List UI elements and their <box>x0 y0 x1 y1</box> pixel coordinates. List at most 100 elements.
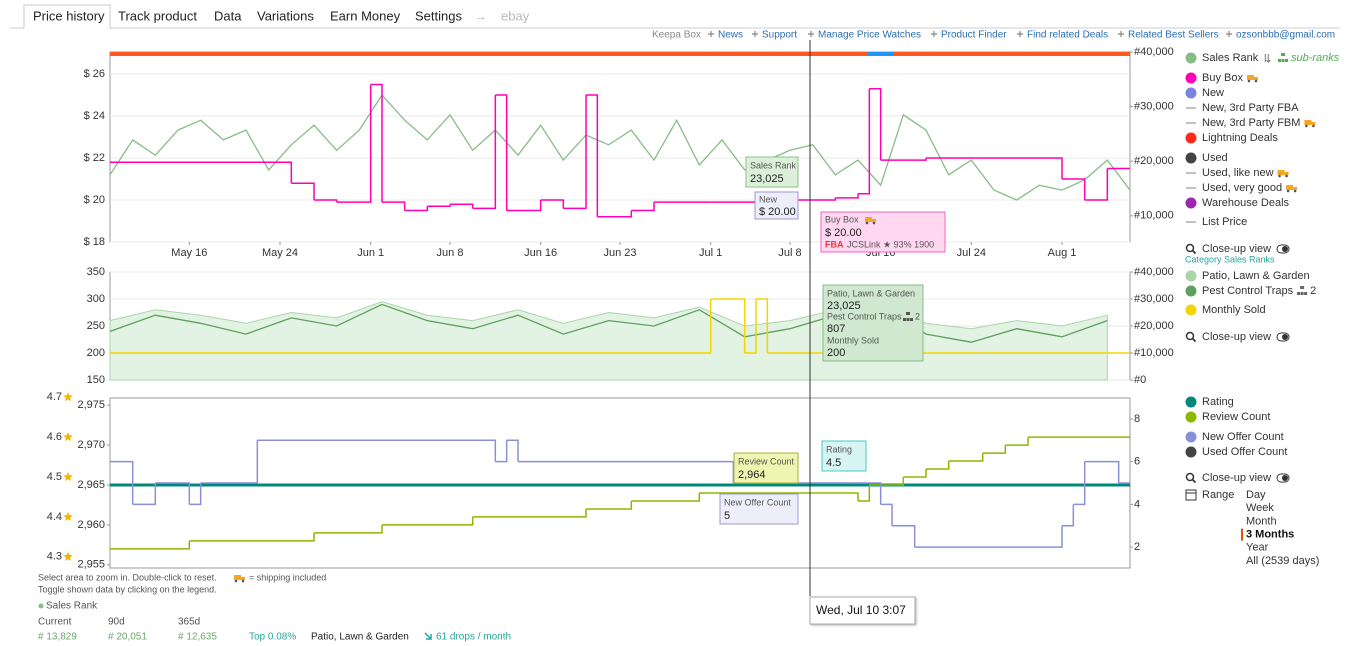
y-tick-label: 250 <box>87 320 105 332</box>
tooltip-box <box>719 493 799 525</box>
tab[interactable]: Settings <box>415 8 462 23</box>
link[interactable]: Support <box>762 30 797 41</box>
range-option[interactable]: Month <box>1246 515 1277 527</box>
rating-tick-label: 4.7 <box>47 391 62 403</box>
step-segment <box>744 299 757 354</box>
step-segment <box>110 161 293 184</box>
truck-icon <box>1253 77 1258 80</box>
y2-tick-label: #30,000 <box>1134 293 1174 305</box>
tab[interactable]: Track product <box>118 8 197 23</box>
range-label: Range <box>1202 489 1234 501</box>
legend-item[interactable]: New, 3rd Party FBA <box>1202 102 1299 114</box>
tooltip-text: New Offer Count <box>724 497 791 507</box>
y-tick-label: 200 <box>87 347 105 359</box>
y2-tick-label: 4 <box>1134 498 1140 510</box>
step-segment <box>1062 504 1075 527</box>
legend-item[interactable]: Rating <box>1202 396 1234 408</box>
link[interactable]: Keepa Box <box>652 30 701 41</box>
legend-marker <box>1185 304 1197 316</box>
star-icon <box>63 432 73 442</box>
legend-item[interactable]: New Offer Count <box>1202 431 1284 443</box>
legend-item[interactable]: Pest Control Traps <box>1202 285 1294 297</box>
x-tick-label: Jul 8 <box>778 247 801 259</box>
truck-icon <box>241 579 245 583</box>
legend-item[interactable]: Sales Rank <box>1202 52 1259 64</box>
legend-item[interactable]: Patio, Lawn & Garden <box>1202 270 1310 282</box>
stats-value: # 12,635 <box>178 632 217 643</box>
truck-icon <box>1246 75 1254 80</box>
legend-marker <box>1185 285 1197 297</box>
legend-item[interactable]: Monthly Sold <box>1202 304 1266 316</box>
legend-item[interactable]: List Price <box>1202 216 1247 228</box>
link[interactable]: ozsonbbb@gmail.com <box>1236 30 1335 41</box>
truck-icon <box>1284 172 1289 175</box>
legend-item[interactable]: New <box>1202 87 1224 99</box>
availability-bar <box>868 52 893 56</box>
plot-area <box>109 51 1131 243</box>
tab[interactable]: Price history <box>33 8 105 23</box>
hierarchy-icon <box>1300 286 1305 289</box>
legend-header: Category Sales Ranks <box>1185 254 1275 264</box>
range-option[interactable]: Day <box>1246 489 1266 501</box>
link[interactable]: Product Finder <box>941 30 1007 41</box>
range-option[interactable]: Year <box>1246 542 1269 554</box>
tab[interactable]: Earn Money <box>330 8 401 23</box>
range-option[interactable]: Week <box>1246 502 1274 514</box>
tab[interactable]: Variations <box>257 8 314 23</box>
legend-item[interactable]: Lightning Deals <box>1202 132 1278 144</box>
step-segment <box>189 483 202 506</box>
tooltip-text: 5 <box>724 510 730 522</box>
tooltip-text: Patio, Lawn & Garden <box>827 288 915 298</box>
legend-item[interactable]: Used Offer Count <box>1202 446 1287 458</box>
truck-icon <box>1254 79 1258 83</box>
legend-item[interactable]: Used, very good <box>1202 182 1282 194</box>
truck-icon <box>872 219 876 222</box>
link[interactable]: News <box>718 30 743 41</box>
toggle-knob <box>1282 246 1288 252</box>
closeup-label: Close-up view <box>1202 243 1271 255</box>
link-separator <box>752 31 758 37</box>
link[interactable]: Related Best Sellers <box>1128 30 1219 41</box>
magnifier-icon <box>1185 331 1195 341</box>
hierarchy-icon <box>1300 292 1304 295</box>
step-segment <box>1084 168 1109 201</box>
legend-item[interactable]: New, 3rd Party FBM <box>1202 117 1300 129</box>
step-segment <box>110 540 191 550</box>
line <box>109 298 1108 343</box>
step-segment <box>540 199 565 209</box>
step-segment <box>1062 178 1086 201</box>
range-option[interactable]: All (2539 days) <box>1246 555 1319 567</box>
rating-tick-label: 4.6 <box>47 431 62 443</box>
subranks-link[interactable]: sub-ranks <box>1291 52 1340 64</box>
legend-item[interactable]: Review Count <box>1202 411 1270 423</box>
legend-item[interactable]: Buy Box <box>1202 72 1243 84</box>
truck-icon <box>234 579 238 583</box>
legend-marker <box>1185 270 1197 282</box>
range-option[interactable]: 3 Months <box>1246 529 1294 541</box>
legend-marker <box>1185 87 1197 99</box>
shipping-note: = shipping included <box>249 572 326 582</box>
step-segment <box>200 440 259 484</box>
link-separator <box>1118 31 1124 37</box>
drops-arrow <box>424 632 432 640</box>
star-icon <box>63 472 73 481</box>
x-tick-label: Jun 16 <box>524 247 557 259</box>
hierarchy-icon <box>903 318 906 321</box>
hint: Select area to zoom in. Double-click to … <box>38 572 217 582</box>
link[interactable]: Find related Deals <box>1027 30 1108 41</box>
tooltip-text: Pest Control Traps <box>827 311 902 321</box>
y2-tick-label: #30,000 <box>1134 101 1174 113</box>
legend-item[interactable]: Used <box>1202 152 1228 164</box>
step-segment <box>495 94 508 211</box>
plot-area <box>109 397 1131 569</box>
legend-item[interactable]: Warehouse Deals <box>1202 197 1290 209</box>
truck-icon <box>1286 185 1294 190</box>
tooltip-text: JCSLink ★ 93% 1900 <box>847 239 934 249</box>
y2-tick-label: #0 <box>1134 374 1146 386</box>
link[interactable]: Manage Price Watches <box>818 30 921 41</box>
legend-item[interactable]: Used, like new <box>1202 167 1274 179</box>
truck-icon <box>1278 174 1281 178</box>
link-separator <box>1226 31 1232 37</box>
link-separator <box>931 31 937 37</box>
tab[interactable]: Data <box>214 8 242 23</box>
